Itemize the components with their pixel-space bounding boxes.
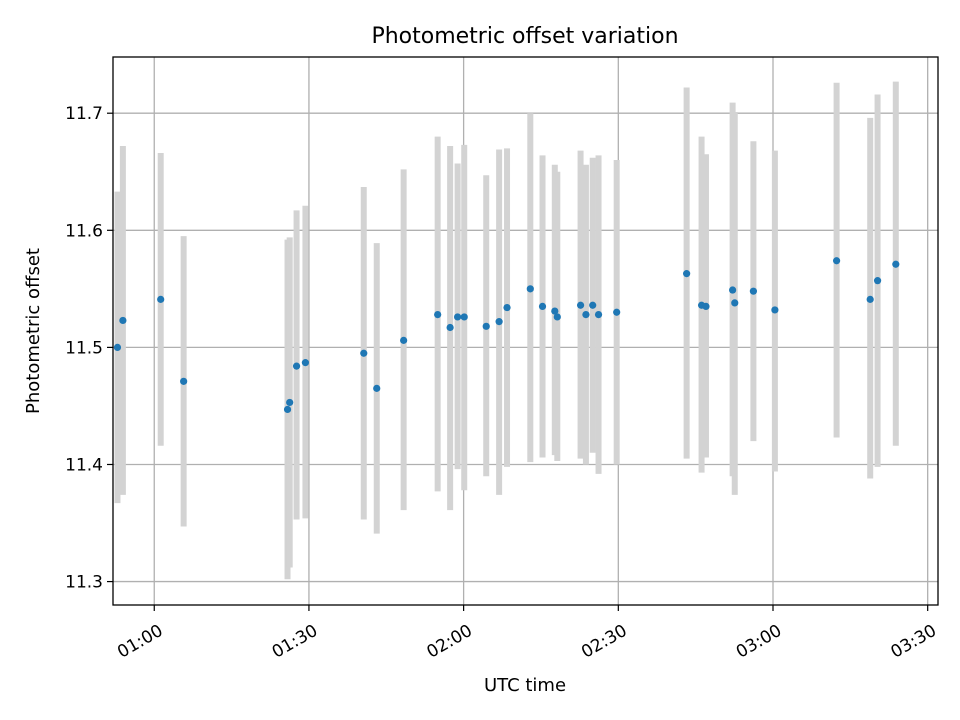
data-point <box>301 359 310 367</box>
data-point <box>729 286 737 294</box>
data-point <box>594 311 603 319</box>
y-tick-label: 11.5 <box>65 338 103 358</box>
data-point <box>683 270 691 278</box>
y-axis-label: Photometric offset <box>23 248 44 414</box>
data-point <box>292 362 301 370</box>
data-point <box>613 308 621 316</box>
data-point <box>503 303 511 312</box>
y-axis-ticks: 11.3 11.4 11.5 11.6 11.7 <box>65 104 113 593</box>
data-point <box>113 343 122 351</box>
chart-title: Photometric offset variation <box>371 24 678 49</box>
data-point <box>832 257 841 265</box>
data-point <box>526 285 534 293</box>
data-point <box>873 277 882 285</box>
data-point <box>589 301 597 309</box>
data-point <box>551 307 559 315</box>
data-point <box>434 311 442 319</box>
data-point <box>400 336 408 344</box>
data-point <box>446 323 454 332</box>
data-point <box>360 349 368 357</box>
data-point <box>538 302 547 311</box>
data-point <box>749 287 758 295</box>
data-point <box>892 260 900 268</box>
data-point <box>495 318 503 326</box>
data-point <box>702 302 710 311</box>
data-point <box>180 377 188 385</box>
data-point <box>576 301 585 309</box>
y-tick-label: 11.6 <box>65 221 103 241</box>
data-point <box>866 295 874 303</box>
data-point <box>582 311 590 319</box>
data-point <box>286 398 294 407</box>
data-point <box>771 306 779 314</box>
data-point <box>119 316 127 325</box>
data-point <box>454 313 462 321</box>
data-points <box>113 257 900 414</box>
data-point <box>731 299 739 307</box>
data-point <box>482 322 490 330</box>
plot-frame <box>112 56 939 606</box>
x-axis-label: UTC time <box>484 675 566 696</box>
y-tick-label: 11.4 <box>65 455 103 475</box>
data-point <box>373 384 381 392</box>
y-tick-label: 11.7 <box>65 104 103 124</box>
data-point <box>157 295 165 303</box>
data-point <box>460 313 468 321</box>
y-tick-label: 11.3 <box>65 573 103 593</box>
data-point <box>553 313 561 321</box>
data-point <box>283 405 292 414</box>
